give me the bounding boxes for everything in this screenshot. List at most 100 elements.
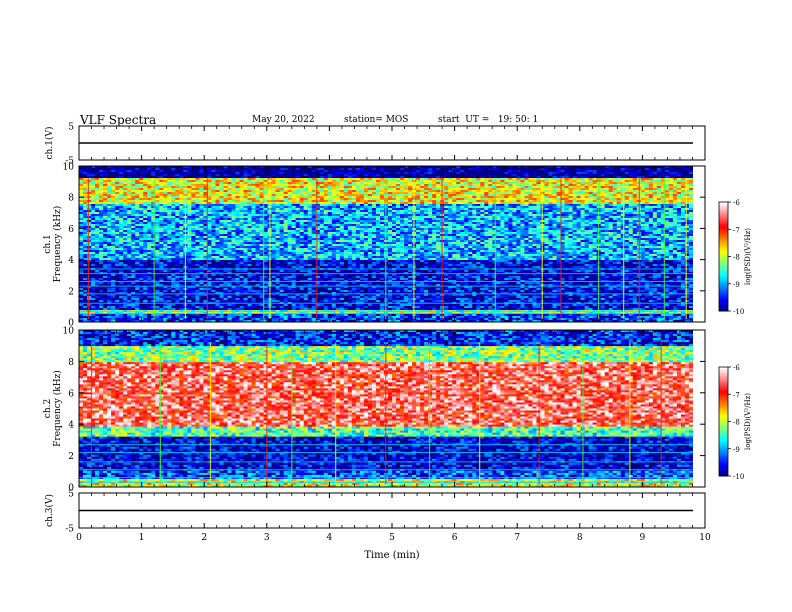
- spectrogram-cell: [464, 190, 469, 193]
- spectrogram-cell: [211, 202, 216, 205]
- spectrogram-cell: [508, 174, 513, 177]
- spectrogram-cell: [299, 180, 305, 183]
- spectrogram-cell: [207, 194, 212, 197]
- spectrogram-cell: [159, 202, 164, 205]
- spectrogram-cell: [576, 168, 581, 171]
- spectrogram-cell: [452, 204, 457, 207]
- spectrogram-cell: [500, 168, 505, 171]
- spectrogram-cell: [564, 186, 569, 189]
- spectrogram-cell: [420, 182, 425, 185]
- spectrogram-cell: [496, 190, 501, 193]
- spectrogram-cell: [476, 192, 481, 195]
- spectrogram-cell: [548, 178, 553, 181]
- spectrogram-cell: [436, 182, 441, 185]
- spectrogram-cell: [327, 166, 333, 169]
- spectrogram-cell: [552, 204, 557, 207]
- spectrogram-cell: [179, 182, 184, 185]
- spectrogram-cell: [163, 182, 168, 185]
- spectrogram-cell: [484, 192, 489, 195]
- spectrogram-cell: [396, 204, 401, 207]
- spectrogram-cell: [167, 182, 172, 185]
- spectrogram-cell: [632, 188, 638, 191]
- spectrogram-cell: [199, 198, 204, 201]
- spectrogram-cell: [339, 192, 345, 195]
- spectrogram-cell: [504, 194, 509, 197]
- spectrogram-cell: [584, 184, 590, 187]
- spectrogram-cell: [131, 200, 136, 203]
- spectrogram-cell: [187, 196, 192, 199]
- spectrogram-cell: [207, 190, 212, 193]
- spectrogram-cell: [672, 172, 678, 175]
- spectrogram-cell: [275, 170, 281, 173]
- spectrogram-cell: [448, 194, 453, 197]
- spectrogram-cell: [335, 174, 341, 177]
- spectrogram-cell: [632, 176, 638, 179]
- spectrogram-cell: [528, 174, 533, 177]
- spectrogram-cell: [432, 178, 437, 181]
- spectrogram-cell: [255, 178, 260, 181]
- spectrogram-cell: [319, 190, 325, 193]
- spectrogram-cell: [335, 178, 341, 181]
- spectrogram-cell: [159, 190, 164, 193]
- spectrogram-cell: [227, 192, 232, 195]
- spectrogram-cell: [299, 194, 305, 197]
- spectrogram-cell: [640, 192, 646, 195]
- spectrogram-cell: [223, 192, 228, 195]
- spectrogram-cell: [416, 168, 421, 171]
- spectrogram-cell: [299, 198, 305, 201]
- spectrogram-cell: [191, 196, 196, 199]
- spectrogram-cell: [275, 196, 281, 199]
- spectrogram-cell: [672, 194, 678, 197]
- spectrogram-cell: [640, 184, 646, 187]
- spectrogram-cell: [652, 172, 658, 175]
- spectrogram-cell: [243, 180, 248, 183]
- spectrogram-cell: [199, 192, 204, 195]
- spectrogram-cell: [203, 202, 208, 205]
- spectrogram-cell: [107, 206, 112, 209]
- spectrogram-cell: [279, 200, 285, 203]
- spectrogram-cell: [307, 188, 313, 191]
- spectrogram-cell: [319, 184, 325, 187]
- spectrogram-cell: [223, 174, 228, 177]
- spectrogram-cell: [632, 178, 638, 181]
- spectrogram-cell: [243, 172, 248, 175]
- spectrogram-cell: [472, 204, 477, 207]
- spectrogram-cell: [271, 184, 277, 187]
- spectrogram-cell: [568, 194, 573, 197]
- spectrogram-cell: [576, 178, 581, 181]
- spectrogram-cell: [251, 178, 256, 181]
- spectrogram-cell: [404, 170, 409, 173]
- spectrogram-cell: [580, 196, 586, 199]
- spectrogram-cell: [383, 174, 389, 177]
- spectrogram-cell: [223, 196, 228, 199]
- spectrogram-cell: [387, 204, 393, 207]
- spectrogram-cell: [83, 178, 88, 181]
- spectrogram-cell: [383, 172, 389, 175]
- spectrogram-cell: [379, 184, 385, 187]
- spectrogram-cell: [600, 202, 606, 205]
- spectrogram-cell: [532, 174, 537, 177]
- spectrogram-cell: [580, 192, 586, 195]
- spectrogram-cell: [684, 174, 690, 177]
- spectrogram-cell: [155, 174, 160, 177]
- spectrogram-cell: [175, 172, 180, 175]
- spectrogram-cell: [408, 180, 413, 183]
- spectrogram-cell: [199, 168, 204, 171]
- spectrogram-cell: [291, 172, 297, 175]
- spectrogram-cell: [95, 172, 100, 175]
- spectrogram-cell: [359, 202, 365, 205]
- spectrogram-cell: [363, 188, 369, 191]
- spectrogram-cell: [688, 188, 694, 191]
- spectrogram-cell: [255, 206, 260, 209]
- spectrogram-cell: [359, 168, 365, 171]
- spectrogram-cell: [319, 170, 325, 173]
- spectrogram-cell: [179, 194, 184, 197]
- spectrogram-cell: [311, 194, 317, 197]
- spectrogram-cell: [323, 200, 329, 203]
- spectrogram-cell: [327, 178, 333, 181]
- spectrogram-cell: [151, 176, 156, 179]
- spectrogram-cell: [552, 188, 557, 191]
- spectrogram-cell: [560, 190, 565, 193]
- spectrogram-cell: [664, 204, 670, 207]
- spectrogram-cell: [516, 190, 521, 193]
